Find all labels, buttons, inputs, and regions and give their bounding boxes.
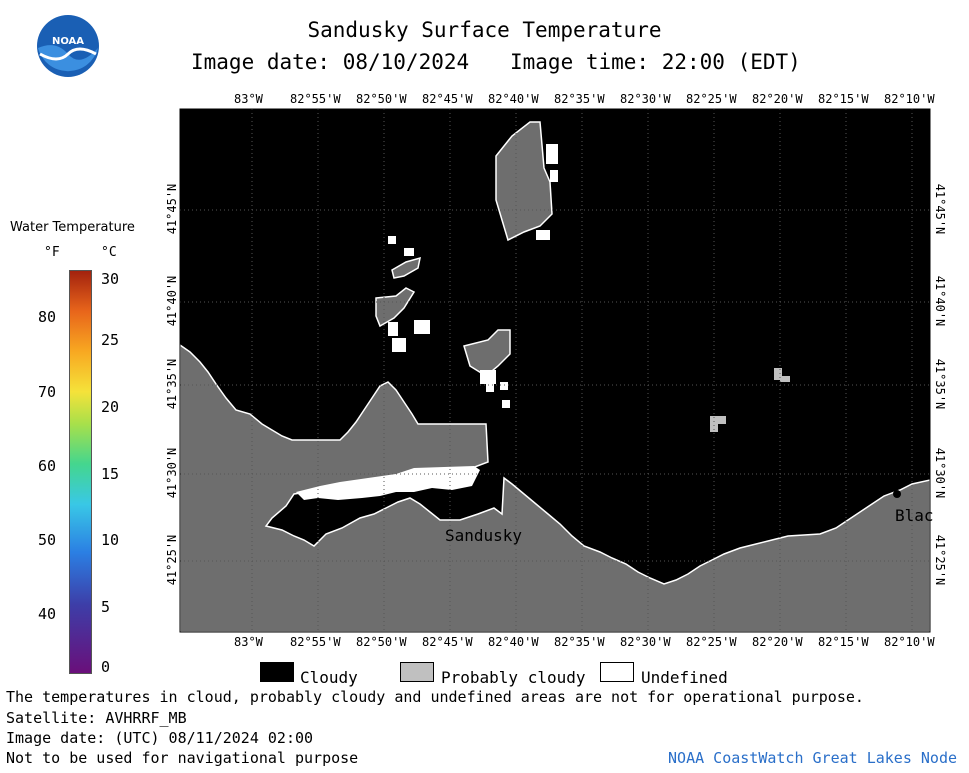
footer-credit: NOAA CoastWatch Great Lakes Node bbox=[668, 749, 957, 767]
colorbar-c-tick: 30 bbox=[101, 270, 120, 288]
colorbar-title: Water Temperature bbox=[10, 220, 135, 235]
lat-tick-right: 41°25'N bbox=[933, 534, 947, 586]
undefined-strip bbox=[296, 466, 480, 500]
colorbar-f-tick: 70 bbox=[38, 383, 57, 401]
key-label-cloudy: Cloudy bbox=[300, 668, 358, 687]
key-label-undefined: Undefined bbox=[641, 668, 728, 687]
city-marker bbox=[486, 500, 494, 508]
colorbar-c-tick: 25 bbox=[101, 331, 120, 349]
lat-tick-left: 41°35'N bbox=[165, 358, 179, 410]
lon-tick-bottom: 82°25'W bbox=[686, 635, 737, 649]
undefined-specks bbox=[388, 144, 558, 408]
lat-tick-left: 41°25'N bbox=[165, 534, 179, 586]
colorbar-c-tick: 20 bbox=[101, 398, 120, 416]
lon-tick-top: 82°55'W bbox=[290, 92, 341, 106]
island-north bbox=[495, 121, 553, 242]
edge-label: Blac bbox=[895, 506, 934, 525]
island-small-1 bbox=[391, 256, 421, 279]
temperature-colorbar bbox=[69, 270, 92, 674]
lon-tick-top: 82°15'W bbox=[818, 92, 869, 106]
lat-tick-right: 41°30'N bbox=[933, 447, 947, 499]
lon-tick-bottom: 82°45'W bbox=[422, 635, 473, 649]
island-small-2 bbox=[375, 287, 416, 328]
colorbar-f-tick: 80 bbox=[38, 308, 57, 326]
lon-tick-bottom: 82°10'W bbox=[884, 635, 935, 649]
colorbar-c-tick: 0 bbox=[101, 658, 111, 676]
lon-tick-top: 82°25'W bbox=[686, 92, 737, 106]
lon-tick-top: 82°35'W bbox=[554, 92, 605, 106]
key-swatch-probably-cloudy bbox=[400, 662, 434, 682]
lon-tick-top: 82°45'W bbox=[422, 92, 473, 106]
lon-tick-bottom: 82°30'W bbox=[620, 635, 671, 649]
lat-tick-right: 41°40'N bbox=[933, 275, 947, 327]
lon-tick-top: 83°W bbox=[234, 92, 263, 106]
footer-nav-warning: Not to be used for navigational purpose bbox=[6, 749, 359, 767]
image-time: Image time: 22:00 (EDT) bbox=[510, 50, 801, 74]
colorbar-f-tick: 50 bbox=[38, 531, 57, 549]
colorbar-c-tick: 5 bbox=[101, 598, 111, 616]
image-date: Image date: 08/10/2024 bbox=[191, 50, 470, 74]
footer-utc-date: Image date: (UTC) 08/11/2024 02:00 bbox=[6, 729, 314, 747]
island-kelleys bbox=[463, 329, 511, 377]
probably-cloudy-area bbox=[710, 368, 790, 432]
lon-tick-top: 82°50'W bbox=[356, 92, 407, 106]
lat-tick-left: 41°40'N bbox=[165, 275, 179, 327]
key-swatch-undefined bbox=[600, 662, 634, 682]
colorbar-unit-f: °F bbox=[44, 245, 60, 260]
lat-tick-right: 41°35'N bbox=[933, 358, 947, 410]
lon-tick-top: 82°40'W bbox=[488, 92, 539, 106]
lon-tick-bottom: 82°15'W bbox=[818, 635, 869, 649]
edge-marker bbox=[893, 490, 901, 498]
lon-tick-bottom: 82°55'W bbox=[290, 635, 341, 649]
colorbar-f-tick: 40 bbox=[38, 605, 57, 623]
city-label-sandusky: Sandusky bbox=[445, 526, 523, 545]
colorbar-f-tick: 60 bbox=[38, 457, 57, 475]
footer-satellite: Satellite: AVHRRF_MB bbox=[6, 709, 187, 727]
colorbar-unit-c: °C bbox=[101, 245, 117, 260]
colorbar-c-tick: 10 bbox=[101, 531, 120, 549]
key-swatch-cloudy bbox=[260, 662, 294, 682]
lon-tick-top: 82°20'W bbox=[752, 92, 803, 106]
land-area bbox=[179, 343, 931, 633]
noaa-logo-text: NOAA bbox=[52, 36, 84, 47]
lon-tick-top: 82°10'W bbox=[884, 92, 935, 106]
lon-tick-bottom: 82°40'W bbox=[488, 635, 539, 649]
noaa-logo: NOAA bbox=[37, 15, 99, 77]
lon-tick-bottom: 83°W bbox=[234, 635, 263, 649]
colorbar-c-tick: 15 bbox=[101, 465, 120, 483]
lon-tick-bottom: 82°35'W bbox=[554, 635, 605, 649]
graticule bbox=[180, 109, 930, 632]
lat-tick-right: 41°45'N bbox=[933, 183, 947, 235]
key-label-probably-cloudy: Probably cloudy bbox=[441, 668, 586, 687]
lat-tick-left: 41°30'N bbox=[165, 447, 179, 499]
lon-tick-top: 82°30'W bbox=[620, 92, 671, 106]
footer-disclaimer: The temperatures in cloud, probably clou… bbox=[6, 688, 864, 706]
lon-tick-bottom: 82°20'W bbox=[752, 635, 803, 649]
lon-tick-bottom: 82°50'W bbox=[356, 635, 407, 649]
map-title: Sandusky Surface Temperature bbox=[307, 18, 662, 42]
lat-tick-left: 41°45'N bbox=[165, 183, 179, 235]
